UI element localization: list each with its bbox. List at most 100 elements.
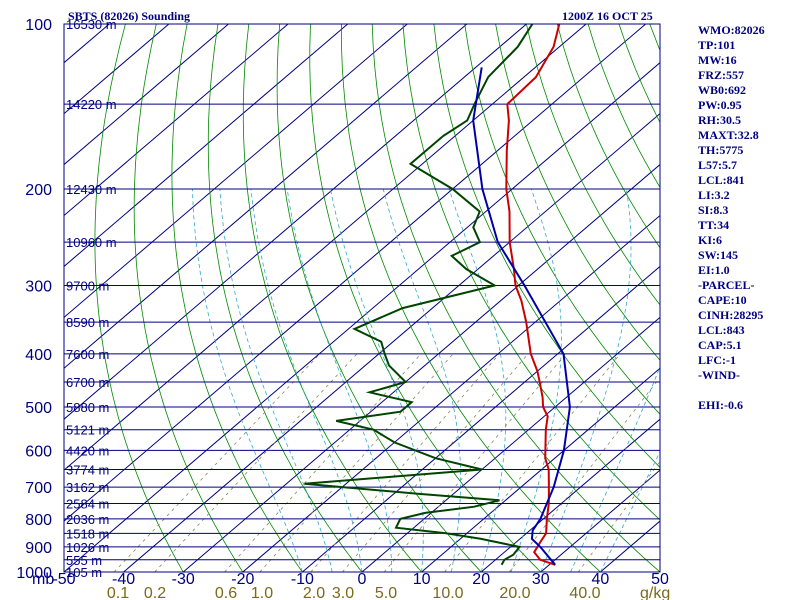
index-item: LCL:843	[698, 323, 745, 337]
mixing-ratio-tick-label: 0.6	[215, 585, 237, 600]
index-item: FRZ:557	[698, 68, 744, 82]
height-label: 5880 m	[66, 400, 109, 415]
dry-adiabat-line	[773, 24, 800, 584]
isotherm-line	[64, 24, 527, 420]
temperature-trace	[505, 24, 561, 566]
stability-indices-panel: WMO:82026 TP:101 MW:16 FRZ:557 WB0:692 PW:0.9…	[698, 23, 765, 413]
mixing-ratio-tick-label: 10.0	[432, 585, 463, 600]
index-item: RH:30.5	[698, 113, 741, 127]
moist-adiabat-line	[192, 188, 303, 572]
isotherm-line	[421, 367, 660, 572]
dry-adiabat-line	[242, 24, 423, 572]
mixing-ratio-unit-label: g/kg	[640, 585, 670, 600]
mixing-ratio-tick-label: 0.2	[144, 585, 166, 600]
isotherm-line	[64, 24, 408, 319]
index-item: CINH:28295	[698, 308, 764, 322]
dry-adiabat-line	[94, 24, 184, 572]
pressure-tick-label: 900	[25, 540, 52, 557]
index-item: -PARCEL-	[698, 278, 755, 292]
dry-adiabat-line	[340, 24, 601, 572]
isotherm-line	[480, 418, 660, 572]
isotherm-line	[64, 24, 647, 522]
index-item: -WIND-	[698, 368, 740, 382]
dry-adiabat-line	[371, 24, 660, 572]
temperature-tick-label: -40	[112, 571, 135, 588]
height-label: 7600 m	[66, 347, 109, 362]
plot-frame	[63, 23, 661, 573]
mixing-ratio-line	[444, 353, 621, 572]
dry-adiabat-line	[309, 24, 542, 572]
index-item: MW:16	[698, 53, 737, 67]
dewpoint-trace	[304, 24, 534, 566]
index-item: L57:5.7	[698, 158, 737, 172]
index-item: EHI:-0.6	[698, 398, 743, 412]
temperature-tick-label: 50	[651, 571, 669, 588]
height-label: 5121 m	[66, 423, 109, 438]
index-item: CAPE:10	[698, 293, 747, 307]
mixing-ratio-tick-label: 20.0	[499, 585, 530, 600]
pressure-tick-label: 500	[25, 400, 52, 417]
index-item: SI:8.3	[698, 203, 729, 217]
index-item: LFC:-1	[698, 353, 736, 367]
height-label: 9700 m	[66, 278, 109, 293]
pressure-tick-label: 400	[25, 347, 52, 364]
height-label: 1518 m	[66, 526, 109, 541]
pressure-tick-label: 1000	[16, 565, 52, 582]
temperature-tick-label: 40	[592, 571, 610, 588]
mixing-ratio-tick-label: 2.0	[303, 585, 325, 600]
height-label: 10960 m	[66, 235, 117, 250]
height-label: 4420 m	[66, 443, 109, 458]
temperature-tick-label: -10	[291, 571, 314, 588]
height-label: 3774 m	[66, 462, 109, 477]
pressure-unit-label: mb	[32, 571, 54, 588]
height-label: 1026 m	[66, 540, 109, 555]
dry-adiabat-line	[133, 24, 244, 572]
isotherm-line	[182, 163, 660, 572]
height-label: 8590 m	[66, 315, 109, 330]
pressure-tick-label: 200	[25, 182, 52, 199]
temperature-tick-label: 30	[532, 571, 550, 588]
mixing-ratio-line	[113, 353, 321, 572]
pressure-tick-label: 100	[25, 17, 52, 34]
index-item: TP:101	[698, 38, 736, 52]
thermo-grid	[64, 24, 800, 584]
mixing-ratio-line	[383, 353, 566, 572]
mixing-ratio-line	[310, 353, 500, 572]
mixing-ratio-tick-label: 3.0	[332, 585, 354, 600]
isotherm-line	[64, 24, 468, 369]
station-title: SBTS (82026) Sounding	[68, 9, 190, 23]
height-label: 105 m	[66, 565, 102, 580]
height-label: 6700 m	[66, 375, 109, 390]
height-label: 16530 m	[66, 17, 117, 32]
temperature-tick-label: 10	[413, 571, 431, 588]
isotherm-line	[540, 469, 660, 572]
pressure-tick-label: 600	[25, 443, 52, 460]
pressure-tick-label: 800	[25, 512, 52, 529]
isotherm-line	[64, 24, 229, 166]
index-item: LCL:841	[698, 173, 745, 187]
height-label: 12430 m	[66, 182, 117, 197]
index-item: KI:6	[698, 233, 722, 247]
index-item: TT:34	[698, 218, 730, 232]
mixing-ratio-tick-label: 0.1	[107, 585, 129, 600]
dry-adiabat-line	[433, 24, 660, 468]
dry-adiabat-line	[402, 24, 660, 521]
pressure-tick-label: 300	[25, 278, 52, 295]
isotherm-line	[302, 265, 660, 572]
parcel-trace	[472, 67, 571, 566]
temperature-tick-label: -50	[52, 571, 75, 588]
index-item: WMO:82026	[698, 23, 765, 37]
plot-background	[64, 24, 660, 572]
height-label: 14220 m	[66, 97, 117, 112]
height-label: 2584 m	[66, 497, 109, 512]
index-item: PW:0.95	[698, 98, 742, 112]
isotherm-line	[64, 24, 289, 217]
index-item: WB0:692	[698, 83, 746, 97]
index-item: CAP:5.1	[698, 338, 742, 352]
index-item: LI:3.2	[698, 188, 730, 202]
mixing-ratio-line	[577, 460, 660, 572]
temperature-tick-label: 20	[472, 571, 490, 588]
dry-adiabat-line	[207, 24, 363, 572]
